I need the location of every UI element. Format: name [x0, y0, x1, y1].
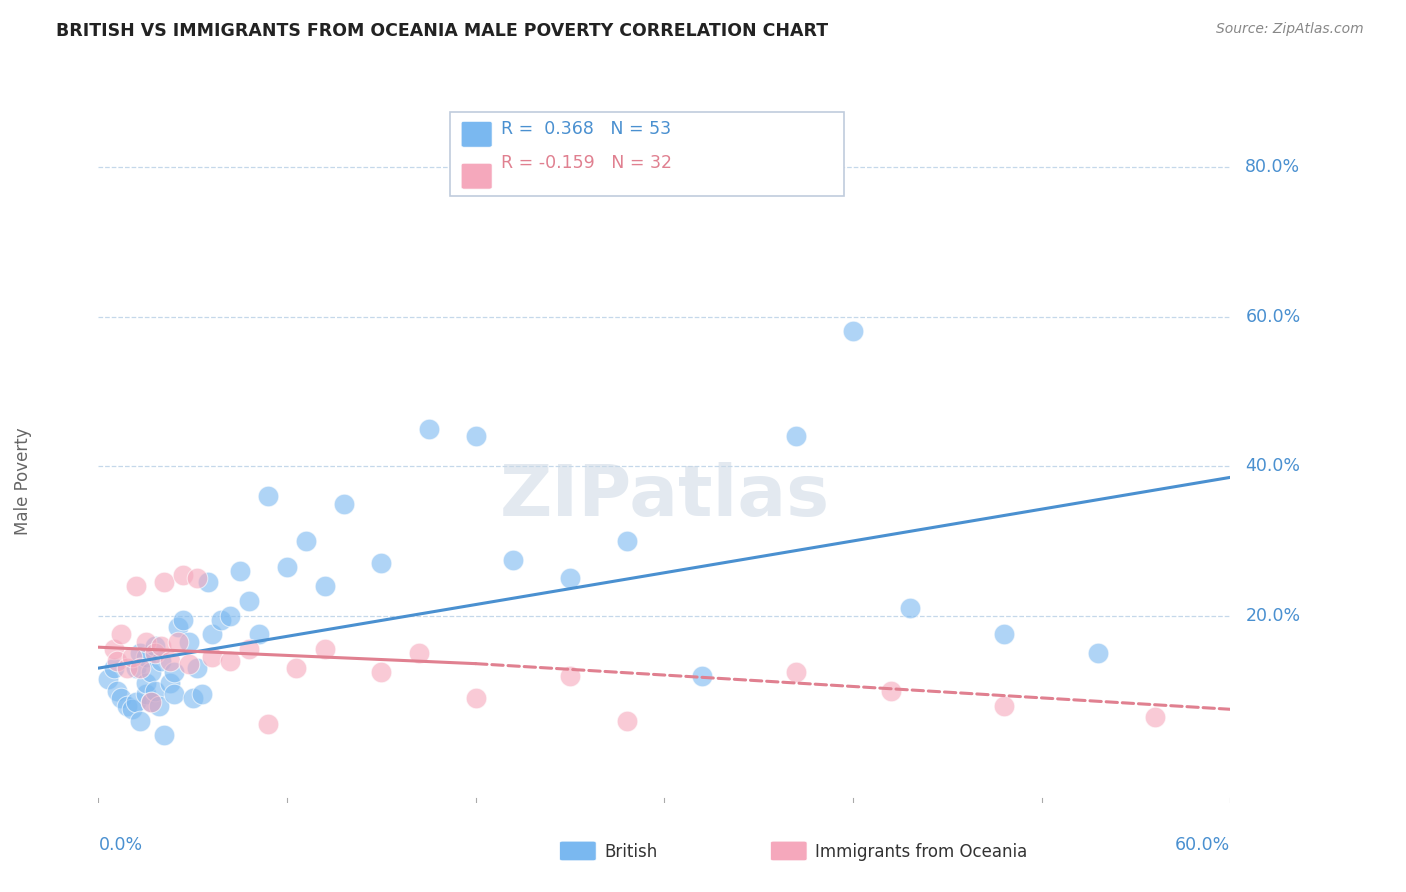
Point	[408, 646, 430, 660]
Point	[121, 702, 143, 716]
Point	[276, 560, 298, 574]
Point	[103, 642, 125, 657]
Point	[332, 497, 354, 511]
Point	[121, 649, 143, 664]
Text: 20.0%: 20.0%	[1246, 607, 1301, 624]
Point	[129, 714, 152, 728]
Point	[153, 729, 176, 743]
Point	[257, 717, 280, 731]
Point	[159, 676, 181, 690]
Point	[153, 575, 176, 590]
Point	[1143, 710, 1166, 724]
Text: Immigrants from Oceania: Immigrants from Oceania	[815, 843, 1028, 861]
Point	[197, 575, 219, 590]
Point	[898, 601, 921, 615]
Point	[314, 579, 336, 593]
Point	[464, 691, 486, 706]
Point	[166, 620, 188, 634]
Point	[219, 608, 242, 623]
Point	[201, 627, 224, 641]
Point	[125, 579, 148, 593]
Point	[842, 325, 865, 339]
Point	[209, 613, 232, 627]
Point	[110, 627, 132, 641]
Text: Source: ZipAtlas.com: Source: ZipAtlas.com	[1216, 22, 1364, 37]
Text: R =  0.368   N = 53: R = 0.368 N = 53	[501, 120, 671, 138]
Point	[257, 489, 280, 503]
Point	[135, 649, 157, 664]
Point	[690, 668, 713, 682]
Point	[166, 635, 188, 649]
Text: Male Poverty: Male Poverty	[14, 427, 32, 535]
Point	[148, 698, 170, 713]
Point	[115, 661, 138, 675]
Point	[238, 642, 260, 657]
Point	[181, 691, 204, 706]
Point	[785, 665, 807, 679]
Point	[159, 654, 181, 668]
Point	[141, 695, 163, 709]
Text: 40.0%: 40.0%	[1246, 457, 1301, 475]
Point	[105, 654, 128, 668]
Point	[172, 567, 194, 582]
Point	[191, 687, 214, 701]
Point	[143, 683, 166, 698]
Point	[97, 673, 120, 687]
Text: 80.0%: 80.0%	[1246, 158, 1301, 176]
Point	[186, 661, 208, 675]
Point	[135, 676, 157, 690]
Point	[238, 594, 260, 608]
Point	[201, 649, 224, 664]
Point	[135, 687, 157, 701]
Point	[993, 698, 1015, 713]
Point	[295, 533, 318, 548]
Point	[141, 695, 163, 709]
Point	[149, 639, 172, 653]
Point	[616, 533, 638, 548]
Text: 60.0%: 60.0%	[1246, 308, 1301, 326]
Point	[172, 613, 194, 627]
Text: R = -0.159   N = 32: R = -0.159 N = 32	[501, 154, 672, 172]
Point	[616, 714, 638, 728]
Point	[125, 661, 148, 675]
Text: 0.0%: 0.0%	[98, 837, 142, 855]
Text: ZIPatlas: ZIPatlas	[499, 462, 830, 531]
Point	[143, 646, 166, 660]
Point	[558, 668, 581, 682]
Point	[141, 665, 163, 679]
Point	[103, 661, 125, 675]
Point	[370, 557, 392, 571]
Point	[186, 571, 208, 585]
Point	[314, 642, 336, 657]
Point	[785, 429, 807, 443]
Point	[1087, 646, 1109, 660]
Point	[149, 654, 172, 668]
Point	[229, 564, 252, 578]
Point	[143, 639, 166, 653]
Point	[285, 661, 308, 675]
Point	[219, 654, 242, 668]
Text: BRITISH VS IMMIGRANTS FROM OCEANIA MALE POVERTY CORRELATION CHART: BRITISH VS IMMIGRANTS FROM OCEANIA MALE …	[56, 22, 828, 40]
Text: British: British	[605, 843, 658, 861]
Point	[177, 635, 200, 649]
Point	[993, 627, 1015, 641]
Point	[418, 422, 440, 436]
Point	[163, 687, 186, 701]
Point	[177, 657, 200, 672]
Point	[247, 627, 270, 641]
Point	[129, 661, 152, 675]
Point	[125, 695, 148, 709]
Text: 60.0%: 60.0%	[1175, 837, 1230, 855]
Point	[135, 635, 157, 649]
Point	[502, 552, 524, 566]
Point	[110, 691, 132, 706]
Point	[558, 571, 581, 585]
Point	[464, 429, 486, 443]
Point	[370, 665, 392, 679]
Point	[105, 683, 128, 698]
Point	[163, 665, 186, 679]
Point	[880, 683, 903, 698]
Point	[115, 698, 138, 713]
Point	[129, 646, 152, 660]
